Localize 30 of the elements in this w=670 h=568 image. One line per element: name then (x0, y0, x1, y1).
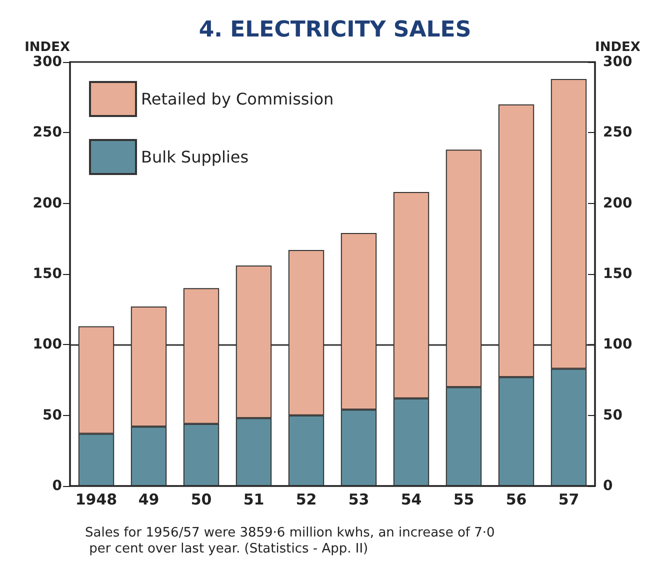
x-tick-label: 51 (243, 490, 264, 508)
y2-tick-label: 300 (603, 54, 632, 70)
y-tick-label: 50 (42, 407, 62, 424)
y-tick-label: 200 (32, 195, 62, 212)
y2-tick-label: 150 (603, 266, 632, 282)
y2-tick-label: 200 (603, 195, 632, 212)
y-tick-label: 0 (52, 478, 62, 494)
x-tick-label: 57 (558, 490, 580, 508)
x-tick-label: 53 (348, 490, 370, 508)
y-tick-label: 150 (32, 266, 62, 282)
chart-title: 4. ELECTRICITY SALES (198, 18, 472, 42)
y2-tick-label: 0 (603, 478, 613, 494)
legend-label: Retailed by Commission (141, 90, 334, 108)
x-tick-label: 54 (400, 490, 422, 508)
x-tick-label: 50 (190, 490, 212, 508)
x-tick-label: 49 (138, 490, 160, 508)
y2-axis-title: INDEX (595, 40, 640, 55)
x-tick-label: 52 (296, 490, 317, 508)
legend-label: Bulk Supplies (141, 148, 249, 166)
x-tick-label: 56 (506, 490, 527, 508)
y2-tick-label: 250 (603, 124, 632, 141)
text: Sales for 1956/57 were 3859·6 million kwhs, an increase of 7·0 per cent over last year. (Statistics - App. II) (85, 526, 495, 556)
y-tick-label: 100 (32, 336, 62, 353)
y-tick-label: 300 (32, 54, 62, 70)
x-tick-label: 1948 (75, 490, 118, 508)
y2-tick-label: 100 (603, 336, 632, 353)
x-tick-label: 55 (453, 490, 474, 508)
y2-tick-label: 50 (603, 407, 623, 424)
y-tick-label: 250 (32, 124, 62, 141)
y-axis-title: INDEX (24, 40, 70, 55)
